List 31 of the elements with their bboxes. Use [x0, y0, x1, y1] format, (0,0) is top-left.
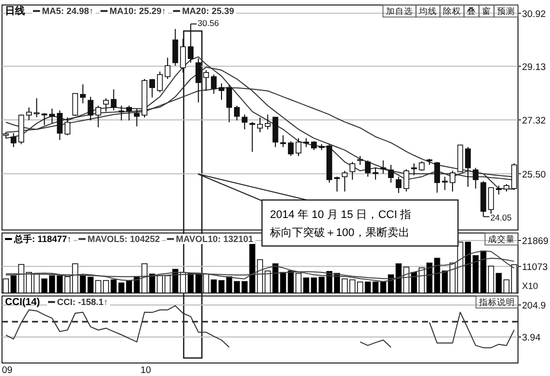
legend-label: MA10: 25.29↑ [110, 6, 166, 16]
annotation: 指标说明 [478, 297, 515, 307]
annotation: 窗 [482, 6, 491, 16]
annotation: 叠 [467, 6, 476, 16]
annotation: 成交量 [488, 234, 515, 244]
y-tick-label: 27.32 [522, 115, 546, 126]
annotation: 加自选 [386, 6, 413, 16]
y-tick-label: 25.50 [522, 169, 546, 180]
annotation: 24.05 [490, 212, 512, 223]
legend-label: CCI: -158.1↑ [57, 297, 108, 307]
y-tick-label: 3.94 [522, 332, 540, 344]
y-tick-label: 11073 [522, 262, 548, 273]
y-tick-label: 21869 [522, 236, 548, 248]
legend-label: MA5: 24.98↑ [42, 6, 94, 16]
chart-title: CCI(14) [5, 297, 40, 308]
annotation: 预测 [497, 6, 515, 16]
annotation: 2014 年 10 月 15 日，CCI 指标向下突破＋100，果断卖出 [269, 209, 412, 239]
x-tick-label: 09 [2, 365, 12, 376]
annotation: 除权 [443, 6, 461, 16]
legend-label: MAVOL5: 104252 [88, 234, 160, 244]
y-tick-label: 29.13 [522, 62, 546, 73]
y-tick-label: 30.92 [522, 8, 546, 20]
chart-title: 日线 [5, 5, 25, 17]
legend-label: MAVOL10: 132101 [176, 234, 254, 244]
x-tick-label: 10 [140, 365, 152, 376]
legend-label: 总手: 118477↑ [13, 234, 72, 244]
y-tick-label: 204.9 [522, 300, 546, 312]
y-axis-title: X10 [522, 281, 538, 291]
annotation: 均线 [418, 6, 437, 16]
legend-label: MA20: 25.39 [182, 6, 234, 16]
annotation: 30.56 [198, 18, 220, 28]
